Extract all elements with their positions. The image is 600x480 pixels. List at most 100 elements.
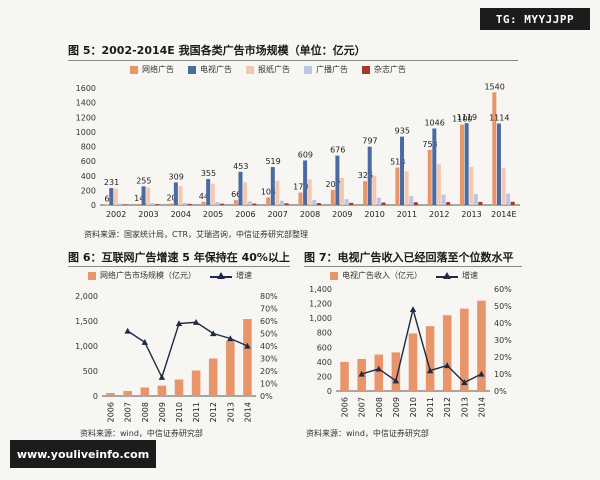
- growth-point: [192, 319, 200, 325]
- bar-广播广告: [441, 194, 446, 205]
- bar-电视广告收入（亿元）: [442, 315, 452, 391]
- bar-网络广告: [169, 203, 174, 205]
- growth-point: [444, 362, 451, 369]
- bar-网络广告: [363, 181, 368, 205]
- bar-网络广告市场规模（亿元）: [243, 319, 252, 396]
- bar-广播广告: [344, 199, 349, 205]
- data-label: 355: [201, 169, 216, 178]
- bar-网络广告市场规模（亿元）: [226, 341, 235, 396]
- figure5-legend-item: 网络广告: [130, 64, 174, 75]
- bar-电视广告: [141, 186, 146, 205]
- growth-point: [426, 367, 434, 374]
- bar-网络广告: [298, 192, 303, 205]
- y-tick-label: 0: [91, 201, 96, 210]
- bar-报纸广告: [210, 183, 215, 205]
- bar-电视广告: [206, 179, 211, 205]
- color-swatch: [88, 271, 96, 280]
- x-tick-label: 2014: [477, 397, 486, 417]
- y2-tick-label: 0%: [494, 387, 507, 396]
- y-tick-label: 200: [81, 186, 96, 195]
- growth-point: [358, 370, 365, 377]
- bar-电视广告: [432, 128, 437, 205]
- x-tick-label: 2006: [107, 402, 116, 422]
- bar-电视广告收入（亿元）: [391, 352, 401, 391]
- bar-网络广告市场规模（亿元）: [157, 385, 167, 396]
- x-tick-label: 2009: [332, 210, 352, 219]
- figure5-legend-item: 报纸广告: [246, 64, 290, 75]
- y2-tick-label: 10%: [494, 370, 512, 379]
- figure6-legend: 网络广告市场规模（亿元） 增速: [88, 270, 266, 281]
- data-label: 1100: [452, 115, 472, 124]
- x-tick-label: 2014E: [491, 210, 516, 219]
- color-swatch: [130, 65, 138, 74]
- line-marker-swatch: [210, 271, 232, 280]
- figure5-legend-label: 杂志广告: [374, 65, 406, 74]
- x-tick-label: 2013: [460, 397, 469, 417]
- x-tick-label: 2011: [397, 210, 417, 219]
- y-tick-label: 1,000: [75, 342, 98, 351]
- y-tick-label: 800: [81, 143, 96, 152]
- x-tick-label: 2009: [158, 402, 167, 422]
- bar-网络广告市场规模（亿元）: [140, 387, 150, 396]
- x-tick-label: 2013: [461, 210, 481, 219]
- growth-point: [210, 330, 217, 337]
- figure5-title: 图 5：2002-2014E 我国各类广告市场规模（单位：亿元）: [68, 44, 366, 57]
- bar-杂志广告: [123, 204, 128, 205]
- bar-杂志广告: [155, 204, 160, 205]
- y-tick-label: 1,200: [309, 300, 332, 309]
- y2-tick-label: 30%: [260, 355, 278, 364]
- data-label: 309: [169, 172, 184, 181]
- bar-杂志广告: [478, 201, 483, 205]
- y-tick-label: 800: [317, 329, 332, 338]
- bar-报纸广告: [113, 188, 118, 205]
- bar-网络广告: [266, 197, 271, 205]
- figure7-legend-item: 电视广告收入（亿元）: [330, 270, 422, 281]
- bar-广播广告: [506, 193, 511, 205]
- figure7-title: 图 7：电视广告收入已经回落至个位数水平: [304, 251, 514, 264]
- y2-tick-label: 50%: [494, 302, 512, 311]
- bar-广播广告: [150, 203, 155, 205]
- bar-杂志广告: [349, 202, 354, 205]
- figure5-legend-label: 报纸广告: [258, 65, 290, 74]
- y-tick-label: 1,400: [309, 285, 332, 294]
- bar-杂志广告: [316, 203, 321, 205]
- x-tick-label: 2003: [138, 210, 158, 219]
- bar-电视广告: [496, 123, 501, 205]
- data-label: 14: [134, 194, 144, 203]
- data-label: 1540: [484, 82, 504, 91]
- bar-报纸广告: [340, 177, 345, 205]
- bar-杂志广告: [219, 203, 224, 205]
- figure6-legend-item: 增速: [210, 270, 252, 281]
- bar-网络广告: [395, 167, 400, 205]
- y2-tick-label: 20%: [260, 367, 278, 376]
- growth-point: [124, 327, 131, 334]
- bar-报纸广告: [469, 166, 474, 205]
- bar-网络广告市场规模（亿元）: [208, 358, 218, 396]
- bar-报纸广告: [501, 167, 506, 205]
- bar-网络广告: [492, 92, 497, 205]
- growth-point: [158, 374, 166, 380]
- y-tick-label: 1,500: [75, 317, 98, 326]
- x-tick-label: 2005: [203, 210, 223, 219]
- data-label: 231: [104, 178, 119, 187]
- bar-网络广告: [460, 124, 465, 205]
- bar-广播广告: [279, 200, 284, 205]
- data-label: 1046: [424, 119, 444, 128]
- bar-电视广告收入（亿元）: [340, 361, 349, 391]
- figure5-rule: [68, 60, 518, 61]
- y-tick-label: 1200: [76, 113, 96, 122]
- y2-tick-label: 50%: [260, 330, 278, 339]
- figure5-legend-item: 杂志广告: [362, 64, 406, 75]
- watermark-bottom-left: www.youliveinfo.com: [10, 440, 156, 468]
- y-tick-label: 200: [317, 372, 332, 381]
- bar-杂志广告: [252, 203, 257, 205]
- x-tick-label: 2014: [243, 402, 252, 422]
- x-tick-label: 2010: [175, 402, 184, 422]
- bar-广播广告: [215, 202, 220, 205]
- bar-网络广告: [136, 203, 141, 205]
- y2-tick-label: 20%: [494, 353, 512, 362]
- data-label: 513: [390, 157, 405, 166]
- y-tick-label: 0: [327, 387, 332, 396]
- x-tick-label: 2012: [209, 402, 218, 422]
- bar-电视广告: [238, 171, 243, 205]
